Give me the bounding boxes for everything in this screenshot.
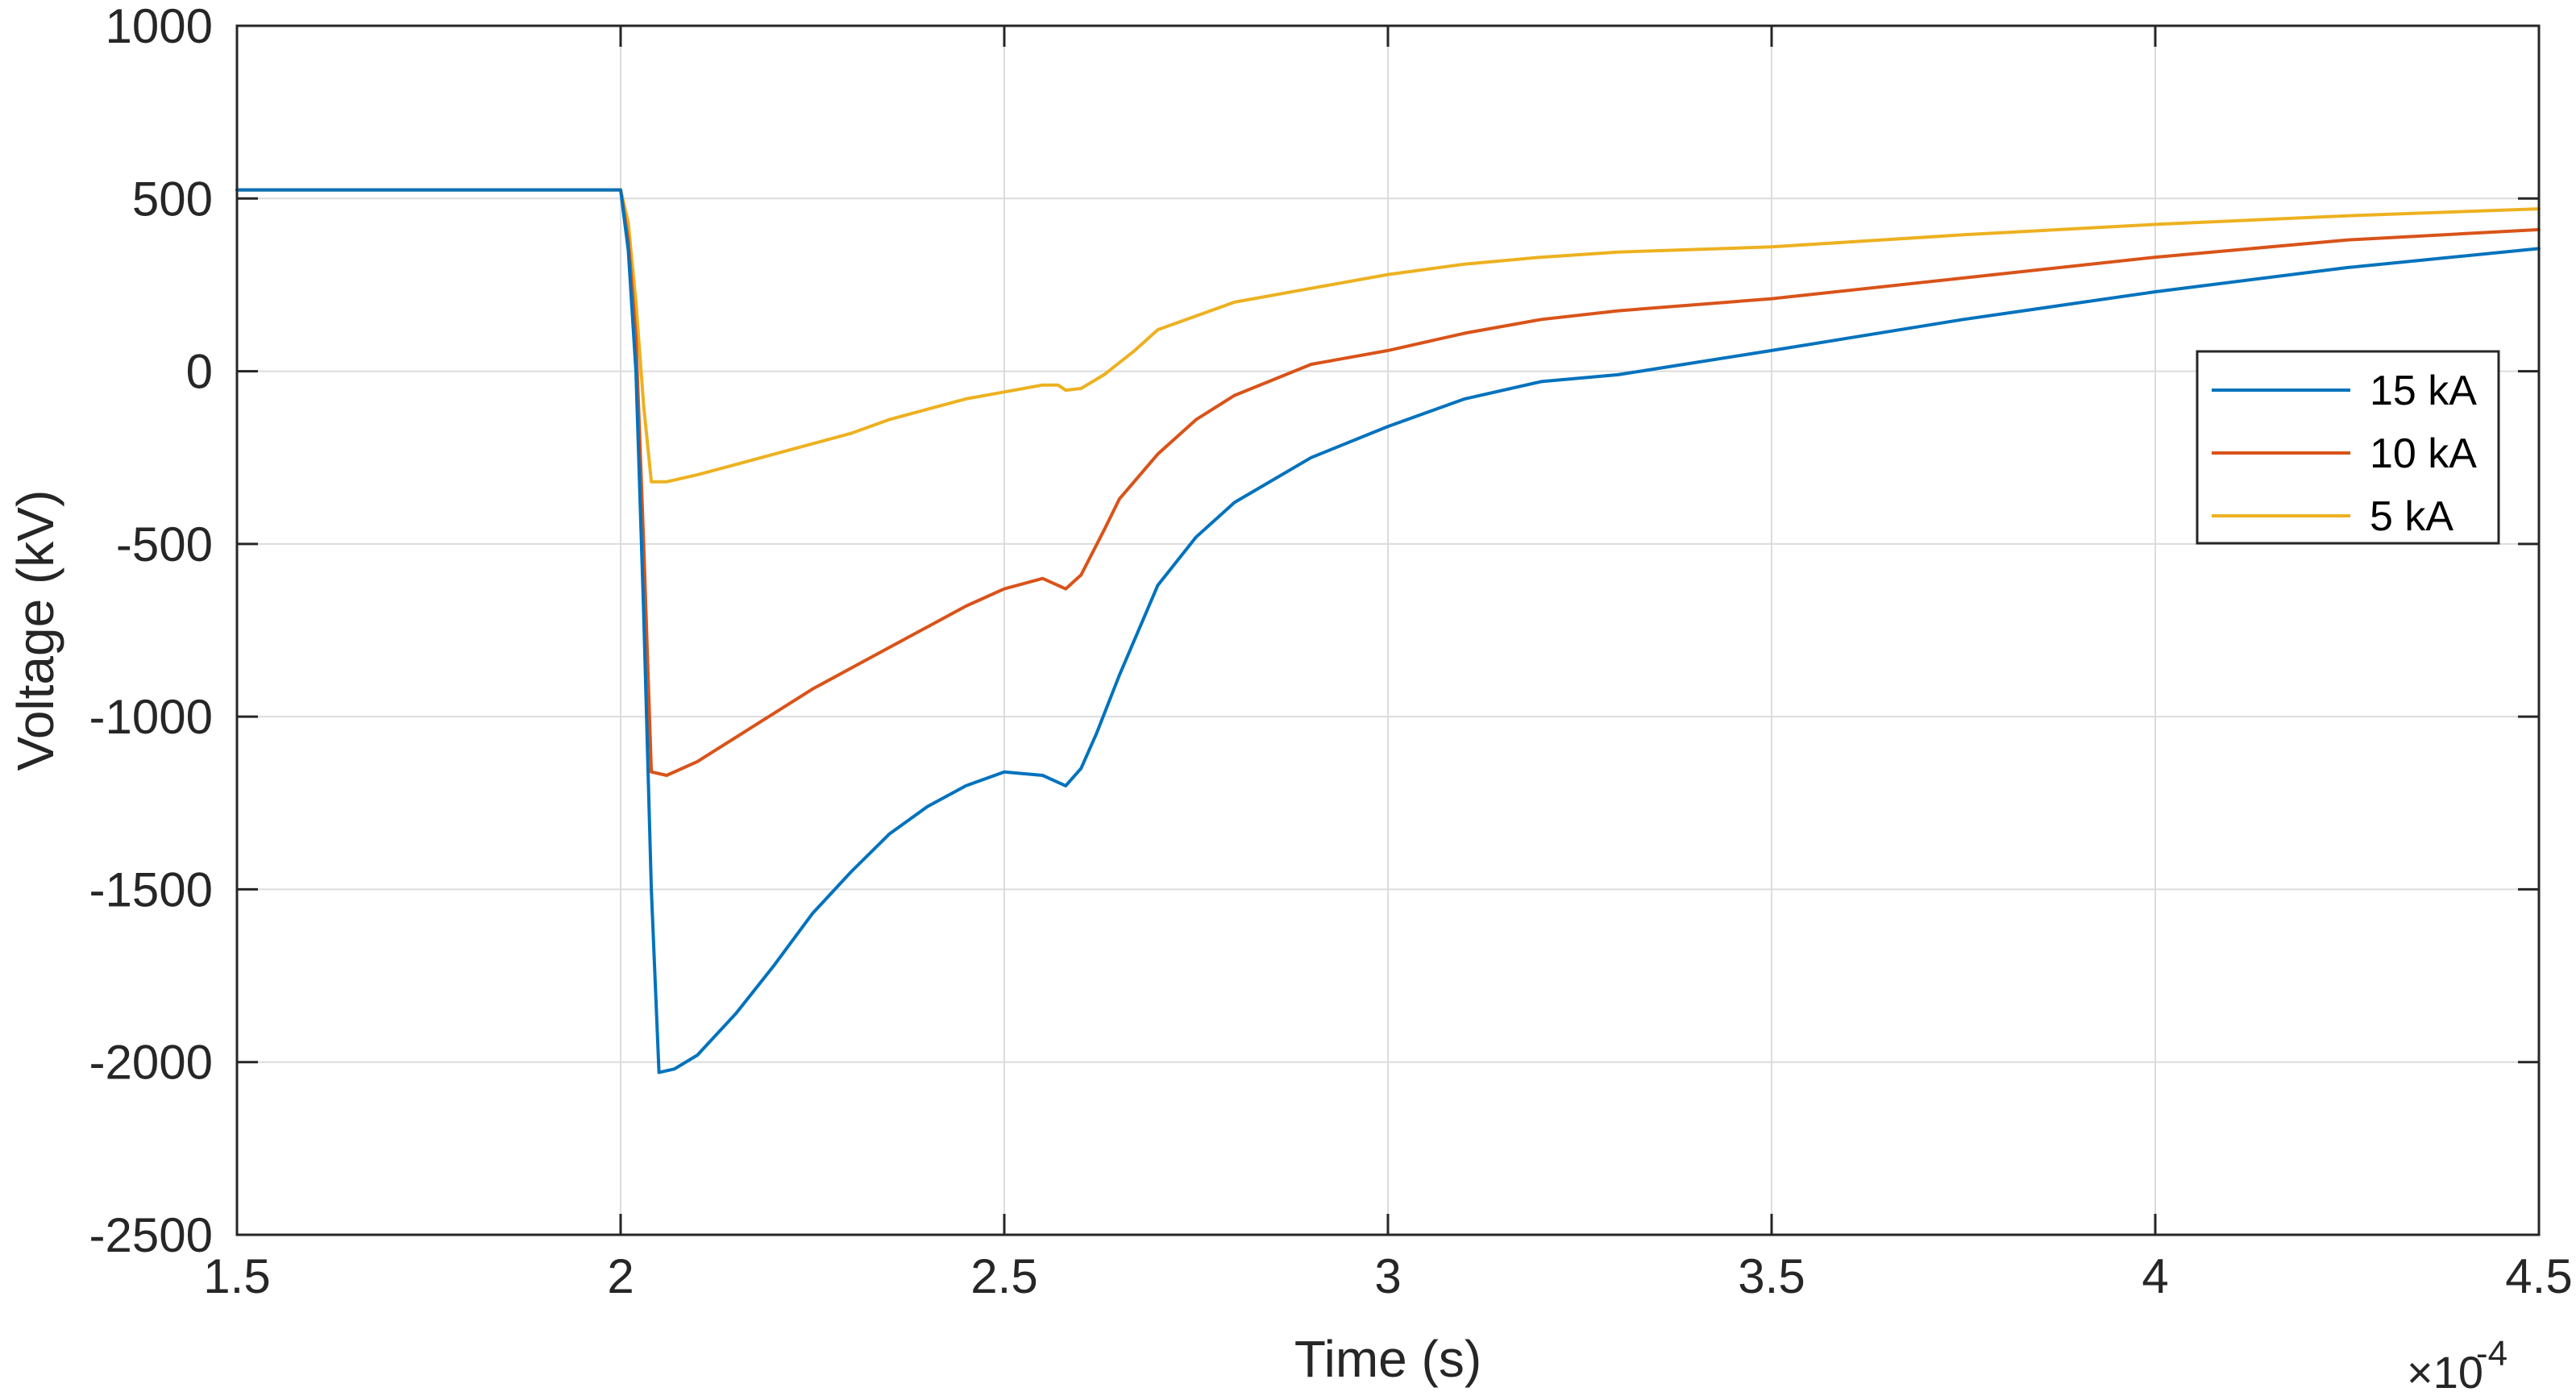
- series-line-5-ka: [235, 188, 2541, 484]
- y-tick-labels: -2500 -2000 -1500 -1000 -500 0 500 1000: [89, 0, 213, 1262]
- y-tick-label: -1500: [89, 862, 213, 916]
- y-tick-label: 0: [186, 345, 213, 399]
- legend-label: 5 kA: [2370, 493, 2453, 540]
- y-tick-label: -2000: [89, 1036, 213, 1090]
- grid: [237, 26, 2539, 1235]
- series-line-15-ka: [235, 188, 2541, 1074]
- y-tick-label: -2500: [89, 1208, 213, 1262]
- x-tick-label: 3: [1374, 1249, 1401, 1303]
- series-lines: [235, 188, 2541, 1074]
- x-tick-label: 2: [607, 1249, 634, 1303]
- x-multiplier-exponent: -4: [2476, 1334, 2507, 1373]
- x-tick-label: 4.5: [2505, 1249, 2572, 1303]
- x-tick-label: 2.5: [970, 1249, 1037, 1303]
- x-tick-label: 3.5: [1738, 1249, 1805, 1303]
- y-tick-label: 500: [132, 172, 213, 226]
- x-multiplier-base: ×10: [2407, 1347, 2483, 1396]
- y-axis-title: Voltage (kV): [6, 490, 64, 771]
- x-tick-labels: 1.5 2 2.5 3 3.5 4 4.5: [203, 1249, 2572, 1303]
- y-tick-label: -500: [116, 517, 213, 571]
- legend-label: 10 kA: [2370, 430, 2477, 477]
- y-tick-label: 1000: [106, 0, 213, 53]
- axis-ticks: [235, 24, 2541, 1236]
- x-tick-label: 1.5: [203, 1249, 270, 1303]
- legend-box: [2196, 350, 2500, 545]
- y-tick-label: -1000: [89, 690, 213, 744]
- x-tick-label: 4: [2142, 1249, 2168, 1303]
- legend: 15 kA 10 kA 5 kA: [2196, 350, 2500, 545]
- series-line-10-ka: [235, 188, 2541, 777]
- x-axis-multiplier: ×10 -4: [2407, 1334, 2507, 1396]
- x-axis-title: Time (s): [1294, 1330, 1481, 1388]
- legend-label: 15 kA: [2370, 368, 2477, 414]
